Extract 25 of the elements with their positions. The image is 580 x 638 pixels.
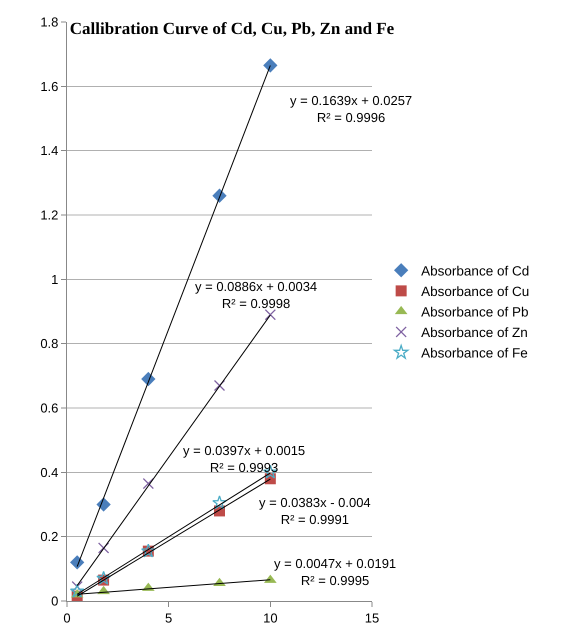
legend-label: Absorbance of Pb: [421, 304, 528, 320]
y-tick-label: 0: [51, 594, 58, 609]
legend-label: Absorbance of Fe: [421, 346, 528, 361]
chart-title: Callibration Curve of Cd, Cu, Pb, Zn and Fe: [70, 19, 395, 38]
x-tick-label: 0: [63, 610, 71, 626]
y-tick-label: 1.4: [40, 143, 58, 158]
y-tick-label: 1.6: [40, 78, 58, 94]
x-tick-label: 5: [165, 610, 172, 626]
legend-label: Absorbance of Cd: [421, 264, 530, 279]
y-tick-label: 0.6: [40, 400, 58, 416]
annotation: y = 0.0397x + 0.0015 R² = 0.9993: [183, 443, 306, 475]
legend-label: Absorbance of Zn: [421, 325, 528, 340]
y-tick-label: 1: [51, 272, 58, 287]
y-tick-label: 1.8: [40, 14, 58, 30]
annotation: y = 0.0047x + 0.0191 R² = 0.9995: [274, 556, 396, 588]
x-tick-label: 15: [364, 610, 380, 626]
y-tick-label: 0.2: [40, 529, 58, 544]
annotation: y = 0.0383x - 0.004 R² = 0.9991: [259, 495, 371, 527]
annotation: y = 0.1639x + 0.0257 R² = 0.9996: [290, 93, 412, 125]
annotation: y = 0.0886x + 0.0034 R² = 0.9998: [195, 279, 318, 311]
legend-label: Absorbance of Cu: [421, 284, 530, 300]
y-tick-label: 0.4: [40, 464, 58, 480]
x-tick-label: 10: [263, 610, 278, 626]
y-tick-label: 0.8: [40, 336, 58, 352]
y-tick-label: 1.2: [40, 208, 58, 223]
